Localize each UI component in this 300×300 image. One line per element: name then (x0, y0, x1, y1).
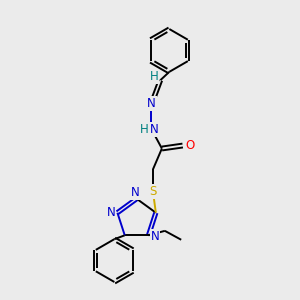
Text: N: N (150, 123, 159, 136)
Text: S: S (149, 185, 157, 198)
Text: N: N (147, 98, 156, 110)
Text: H: H (140, 123, 148, 136)
Text: O: O (185, 139, 195, 152)
Text: H: H (149, 70, 158, 83)
Text: N: N (151, 230, 159, 243)
Text: N: N (131, 186, 140, 199)
Text: N: N (106, 206, 115, 219)
